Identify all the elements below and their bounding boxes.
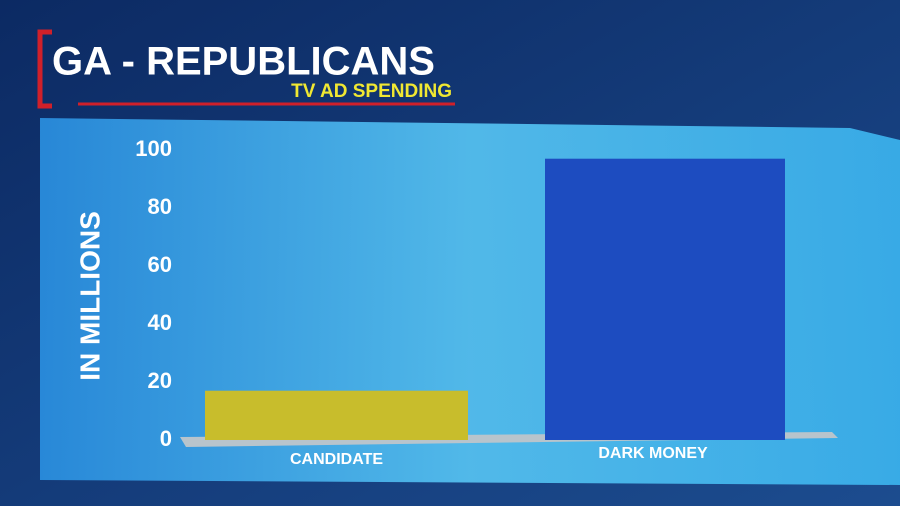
bar [545,158,785,440]
y-axis-label: IN MILLIONS [74,211,105,381]
chart-subtitle: TV AD SPENDING [291,81,452,102]
y-tick-label: 100 [135,136,172,161]
bar [205,390,468,440]
y-tick-label: 20 [148,368,172,393]
y-tick-label: 40 [148,310,172,335]
y-tick-label: 60 [148,252,172,277]
chart-title: GA - REPUBLICANS [52,40,435,84]
title-bracket [37,29,52,109]
y-tick-label: 80 [148,194,172,219]
y-tick-label: 0 [160,426,172,451]
x-tick-label: DARK MONEY [598,445,708,462]
x-tick-label: CANDIDATE [290,451,383,468]
